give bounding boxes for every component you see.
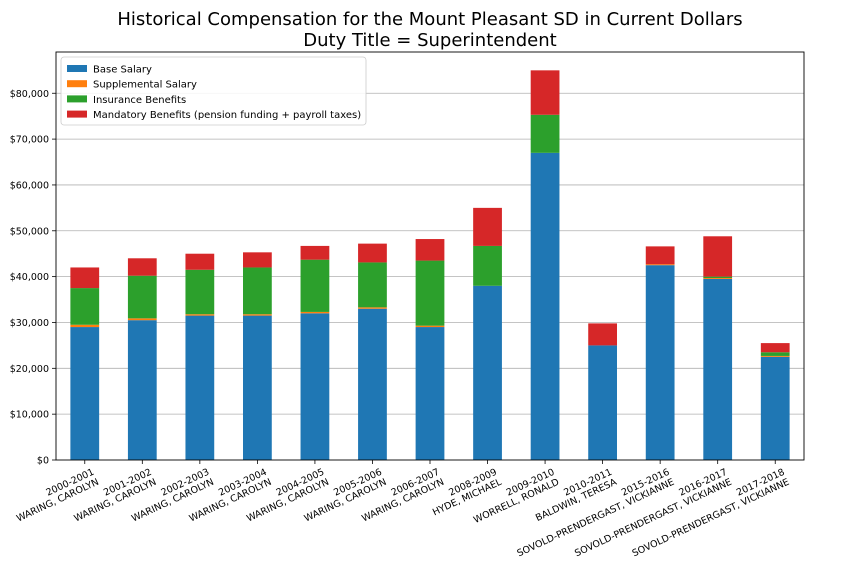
bar-insurance-benefits <box>530 114 560 153</box>
legend-label: Insurance Benefits <box>93 95 186 106</box>
y-tick-label: $60,000 <box>10 180 49 191</box>
plot-frame <box>55 51 805 461</box>
bar-base-salary <box>70 327 100 460</box>
legend-label: Base Salary <box>93 65 152 76</box>
bar-supplemental-salary <box>185 314 215 316</box>
bar-supplemental-salary <box>358 307 387 309</box>
bar-base-salary <box>645 265 675 460</box>
bar-mandatory-benefits-pension-funding-payroll-taxes <box>473 207 502 246</box>
legend: Base Salary Supplemental Salary Insurance … <box>60 56 367 126</box>
bar-base-salary <box>473 285 502 460</box>
bar-insurance-benefits <box>358 262 387 308</box>
bar-mandatory-benefits-pension-funding-payroll-taxes <box>358 243 387 263</box>
bar-base-salary <box>703 278 733 460</box>
bar-base-salary <box>358 308 387 460</box>
bar-mandatory-benefits-pension-funding-payroll-taxes <box>588 323 617 346</box>
bar-mandatory-benefits-pension-funding-payroll-taxes <box>127 258 157 276</box>
bar-mandatory-benefits-pension-funding-payroll-taxes <box>703 236 733 277</box>
legend-swatch <box>67 95 87 103</box>
bar-supplemental-salary <box>760 355 790 357</box>
legend-swatch <box>67 80 87 88</box>
bar-insurance-benefits <box>185 269 215 315</box>
bar-mandatory-benefits-pension-funding-payroll-taxes <box>415 239 445 261</box>
bar-mandatory-benefits-pension-funding-payroll-taxes <box>760 343 790 353</box>
bar-insurance-benefits <box>127 275 157 319</box>
bar-base-salary <box>415 327 445 460</box>
bar-supplemental-salary <box>415 325 445 328</box>
bar-insurance-benefits <box>415 260 445 326</box>
bar-mandatory-benefits-pension-funding-payroll-taxes <box>185 253 215 270</box>
y-tick-label: $20,000 <box>10 364 49 375</box>
bar-insurance-benefits <box>243 267 272 315</box>
chart-title: Historical Compensation for the Mount Pl… <box>117 9 742 30</box>
bar-supplemental-salary <box>645 264 675 266</box>
bar-base-salary <box>185 315 215 460</box>
bar-base-salary <box>530 152 560 460</box>
bar-insurance-benefits <box>300 259 330 312</box>
legend-label: Supplemental Salary <box>93 80 197 91</box>
bars <box>70 70 790 460</box>
y-tick-label: $40,000 <box>10 272 49 283</box>
bar-supplemental-salary <box>243 314 272 316</box>
bar-supplemental-salary <box>703 278 733 279</box>
y-tick-label: $0 <box>37 456 49 467</box>
bar-base-salary <box>127 320 157 460</box>
bar-mandatory-benefits-pension-funding-payroll-taxes <box>70 267 100 289</box>
legend-label: Mandatory Benefits (pension funding + pa… <box>93 110 361 121</box>
bar-mandatory-benefits-pension-funding-payroll-taxes <box>243 252 272 268</box>
bar-base-salary <box>300 313 330 460</box>
bar-supplemental-salary <box>300 311 330 314</box>
y-tick-label: $80,000 <box>10 89 49 100</box>
bar-base-salary <box>243 315 272 460</box>
chart-subtitle: Duty Title = Superintendent <box>303 30 556 51</box>
y-tick-label: $70,000 <box>10 135 49 146</box>
bar-mandatory-benefits-pension-funding-payroll-taxes <box>645 246 675 265</box>
bar-insurance-benefits <box>70 288 100 325</box>
legend-swatch <box>67 65 87 72</box>
bar-base-salary <box>760 356 790 460</box>
legend-swatch <box>67 110 87 118</box>
bar-insurance-benefits <box>703 276 733 279</box>
y-tick-label: $30,000 <box>10 318 49 329</box>
bar-base-salary <box>588 345 617 460</box>
bar-insurance-benefits <box>473 245 502 286</box>
y-tick-label: $10,000 <box>10 410 49 421</box>
bar-supplemental-salary <box>70 324 100 328</box>
legend-box <box>60 56 367 126</box>
bar-supplemental-salary <box>127 318 157 321</box>
bar-mandatory-benefits-pension-funding-payroll-taxes <box>300 245 330 260</box>
y-tick-label: $50,000 <box>10 226 49 237</box>
bar-mandatory-benefits-pension-funding-payroll-taxes <box>530 70 560 115</box>
bar-insurance-benefits <box>760 352 790 356</box>
